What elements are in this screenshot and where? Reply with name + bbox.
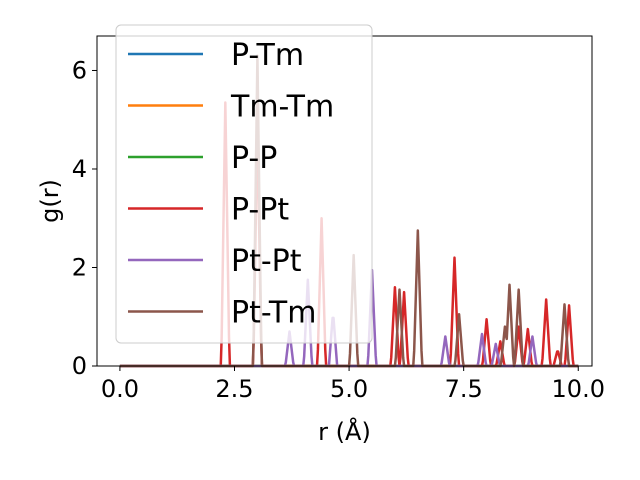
x-tick-label: 10.0 — [552, 375, 605, 403]
y-tick-label: 6 — [72, 56, 87, 84]
y-axis-label: g(r) — [36, 179, 64, 223]
y-ticks: 0 2 4 6 — [72, 56, 97, 380]
legend-label-tm-tm: Tm-Tm — [230, 90, 334, 125]
x-ticks: 0.0 2.5 5.0 7.5 10.0 — [101, 366, 605, 403]
x-tick-label: 5.0 — [330, 375, 368, 403]
x-tick-label: 7.5 — [445, 375, 483, 403]
y-tick-label: 0 — [72, 352, 87, 380]
legend-label-pt-pt: Pt-Pt — [231, 244, 302, 279]
legend-label-p-p: P-P — [231, 141, 277, 176]
legend-label-p-tm: P-Tm — [231, 38, 304, 73]
x-axis-label: r (Å) — [318, 417, 371, 446]
x-tick-label: 2.5 — [215, 375, 253, 403]
legend-label-p-pt: P-Pt — [231, 193, 289, 228]
legend-label-pt-tm: Pt-Tm — [231, 296, 316, 331]
x-tick-label: 0.0 — [101, 375, 139, 403]
y-tick-label: 2 — [72, 253, 87, 281]
y-tick-label: 4 — [72, 155, 87, 183]
legend: P-Tm Tm-Tm P-P P-Pt Pt-Pt Pt-Tm — [115, 24, 373, 344]
